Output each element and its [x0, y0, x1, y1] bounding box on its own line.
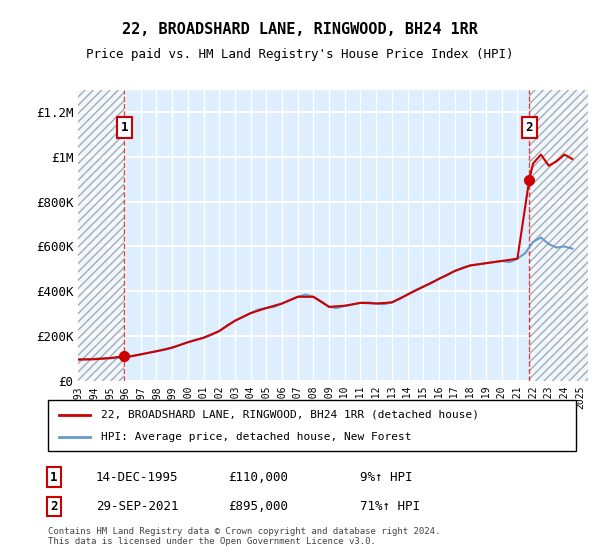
Text: HPI: Average price, detached house, New Forest: HPI: Average price, detached house, New …: [101, 432, 412, 442]
Text: 29-SEP-2021: 29-SEP-2021: [96, 500, 179, 514]
Text: 2: 2: [526, 121, 533, 134]
Text: 14-DEC-1995: 14-DEC-1995: [96, 470, 179, 484]
FancyBboxPatch shape: [48, 400, 576, 451]
Bar: [78, 90, 124, 381]
Text: £110,000: £110,000: [228, 470, 288, 484]
Text: 22, BROADSHARD LANE, RINGWOOD, BH24 1RR (detached house): 22, BROADSHARD LANE, RINGWOOD, BH24 1RR …: [101, 409, 479, 419]
Text: £895,000: £895,000: [228, 500, 288, 514]
Bar: [78, 90, 124, 381]
Text: 1: 1: [50, 470, 58, 484]
Text: Contains HM Land Registry data © Crown copyright and database right 2024.
This d: Contains HM Land Registry data © Crown c…: [48, 526, 440, 546]
Text: 71%↑ HPI: 71%↑ HPI: [360, 500, 420, 514]
Bar: [529, 90, 588, 381]
Text: 2: 2: [50, 500, 58, 514]
Text: 1: 1: [121, 121, 128, 134]
Text: 22, BROADSHARD LANE, RINGWOOD, BH24 1RR: 22, BROADSHARD LANE, RINGWOOD, BH24 1RR: [122, 22, 478, 38]
Text: 9%↑ HPI: 9%↑ HPI: [360, 470, 413, 484]
Text: Price paid vs. HM Land Registry's House Price Index (HPI): Price paid vs. HM Land Registry's House …: [86, 48, 514, 60]
